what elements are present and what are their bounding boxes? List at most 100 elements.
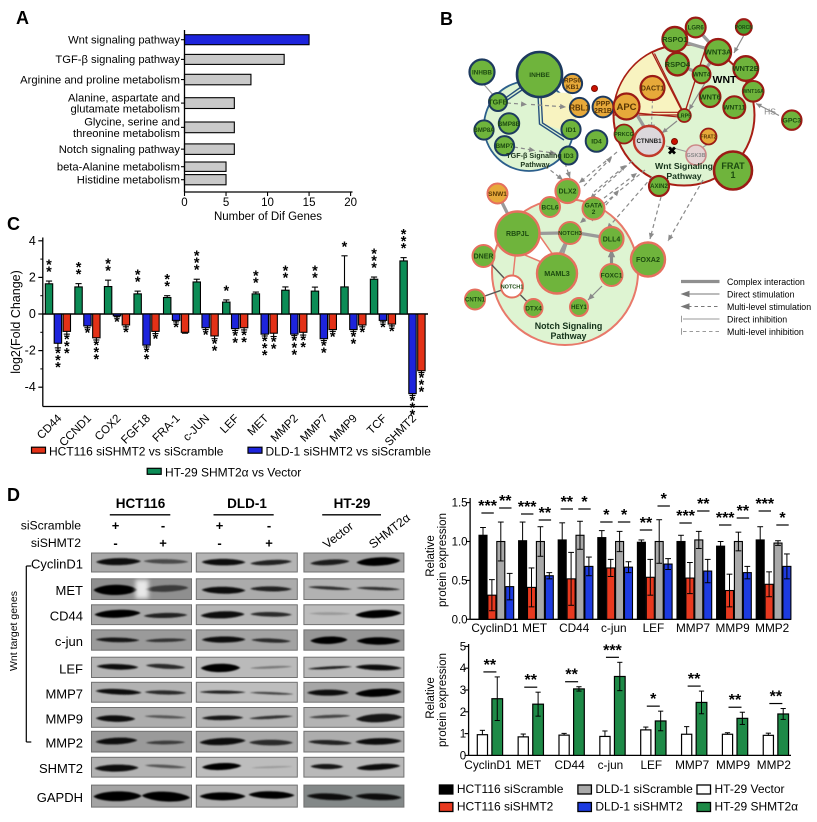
svg-text:AXIN2: AXIN2 [650, 184, 668, 190]
svg-text:GAPDH: GAPDH [37, 790, 83, 805]
svg-text:Wnt signaling pathway: Wnt signaling pathway [68, 35, 180, 47]
svg-text:1.5: 1.5 [452, 498, 468, 510]
svg-text:0.0: 0.0 [452, 614, 468, 626]
svg-text:KB1: KB1 [566, 84, 579, 91]
svg-text:3: 3 [460, 685, 466, 697]
svg-text:Multi-level stimulation: Multi-level stimulation [727, 302, 811, 312]
svg-text:*: * [271, 335, 277, 351]
svg-text:*: * [55, 360, 61, 376]
svg-text:WNT16A: WNT16A [743, 89, 765, 95]
svg-text:*: * [212, 344, 218, 360]
svg-text:WNT: WNT [713, 74, 737, 86]
svg-text:CNTN1: CNTN1 [465, 298, 486, 304]
svg-text:HT-29: HT-29 [334, 496, 371, 511]
svg-text:Alanine, aspartate and: Alanine, aspartate and [68, 92, 180, 104]
svg-text:*: * [144, 345, 150, 361]
svg-text:siScramble: siScramble [21, 519, 81, 533]
svg-text:RBPJL: RBPJL [506, 231, 530, 238]
svg-text:+: + [265, 536, 273, 551]
svg-text:HEY1: HEY1 [571, 305, 587, 311]
svg-text:D: D [7, 485, 20, 505]
svg-text:GPC3: GPC3 [783, 118, 802, 125]
svg-text:siSHMT2: siSHMT2 [31, 536, 81, 550]
svg-text:*: * [153, 332, 159, 348]
svg-text:CD44: CD44 [559, 621, 590, 635]
svg-text:LEF: LEF [59, 661, 83, 676]
svg-text:***: *** [478, 498, 497, 515]
svg-text:**: ** [697, 496, 710, 513]
svg-text:*: * [410, 393, 416, 409]
svg-text:+: + [159, 536, 167, 551]
svg-text:PRKCG: PRKCG [614, 132, 634, 138]
svg-text:CyclinD1: CyclinD1 [31, 557, 83, 572]
svg-text:FRAT: FRAT [721, 161, 745, 171]
svg-text:*: * [291, 334, 297, 350]
svg-text:Number of Dif Genes: Number of Dif Genes [214, 211, 322, 223]
svg-text:*: * [135, 268, 141, 284]
svg-text:HCT116 siSHMT2: HCT116 siSHMT2 [457, 800, 554, 814]
svg-text:MMP9: MMP9 [716, 621, 750, 635]
svg-text:Pathway: Pathway [550, 331, 586, 341]
svg-text:DNER: DNER [474, 254, 494, 261]
svg-text:*: * [194, 256, 200, 272]
svg-text:0: 0 [181, 197, 187, 209]
svg-text:*: * [371, 261, 377, 277]
svg-text:*: * [401, 234, 407, 250]
svg-text:LGR6: LGR6 [688, 26, 705, 32]
svg-text:*: * [64, 339, 70, 355]
svg-text:WNT4: WNT4 [693, 72, 711, 79]
svg-text:*: * [164, 272, 170, 288]
svg-text:DLD-1 siScramble: DLD-1 siScramble [595, 782, 693, 796]
svg-text:5: 5 [460, 641, 466, 653]
svg-text:HT-29 Vector: HT-29 Vector [715, 782, 785, 796]
svg-text:*: * [105, 264, 111, 280]
svg-text:*: * [241, 335, 247, 351]
svg-text:Notch Signaling: Notch Signaling [535, 321, 603, 331]
svg-text:Direct inhibition: Direct inhibition [727, 314, 787, 324]
svg-text:0.5: 0.5 [452, 575, 468, 587]
svg-text:*: * [241, 328, 247, 344]
svg-text:+: + [216, 518, 224, 533]
svg-text:ID1: ID1 [566, 127, 577, 134]
svg-text:WNT3A: WNT3A [705, 48, 732, 57]
svg-text:***: *** [755, 496, 774, 513]
svg-text:CTNNB1: CTNNB1 [636, 138, 662, 145]
svg-text:Histidine metabolism: Histidine metabolism [77, 175, 180, 187]
svg-text:log2(Fold Change): log2(Fold Change) [9, 270, 23, 374]
svg-text:5: 5 [223, 197, 229, 209]
svg-text:*: * [46, 265, 52, 281]
svg-text:Pathway: Pathway [666, 171, 701, 181]
svg-text:-: - [217, 536, 221, 551]
svg-text:Complex interaction: Complex interaction [727, 277, 805, 287]
svg-text:*: * [661, 491, 668, 508]
svg-text:*: * [650, 691, 657, 708]
svg-text:*: * [114, 315, 120, 331]
svg-text:FRAT2: FRAT2 [701, 134, 717, 140]
svg-text:threonine metabolism: threonine metabolism [73, 128, 180, 140]
svg-text:-4: -4 [25, 380, 36, 394]
svg-text:B: B [440, 9, 453, 29]
svg-text:*: * [94, 345, 100, 361]
svg-text:WNT6: WNT6 [699, 92, 721, 101]
svg-text:*: * [603, 507, 610, 524]
svg-text:*: * [351, 329, 357, 345]
svg-text:protein expression: protein expression [437, 653, 449, 747]
svg-text:1: 1 [730, 170, 735, 180]
svg-text:*: * [291, 341, 297, 357]
svg-text:*: * [253, 276, 259, 292]
svg-text:RPS6: RPS6 [564, 78, 581, 85]
svg-text:MET: MET [522, 621, 547, 635]
svg-text:*: * [262, 348, 268, 364]
svg-text:*: * [351, 336, 357, 352]
svg-text:CD44: CD44 [50, 609, 83, 624]
svg-text:0: 0 [29, 307, 36, 321]
svg-text:**: ** [729, 692, 742, 709]
svg-text:**: ** [561, 494, 574, 511]
svg-text:1.0: 1.0 [452, 537, 468, 549]
svg-text:LEF: LEF [643, 621, 665, 635]
svg-text:***: *** [518, 499, 537, 516]
svg-text:MAML3: MAML3 [544, 269, 570, 278]
svg-text:BCL6: BCL6 [542, 204, 559, 211]
svg-text:ID4: ID4 [591, 138, 602, 145]
svg-text:INHBE: INHBE [529, 72, 550, 79]
